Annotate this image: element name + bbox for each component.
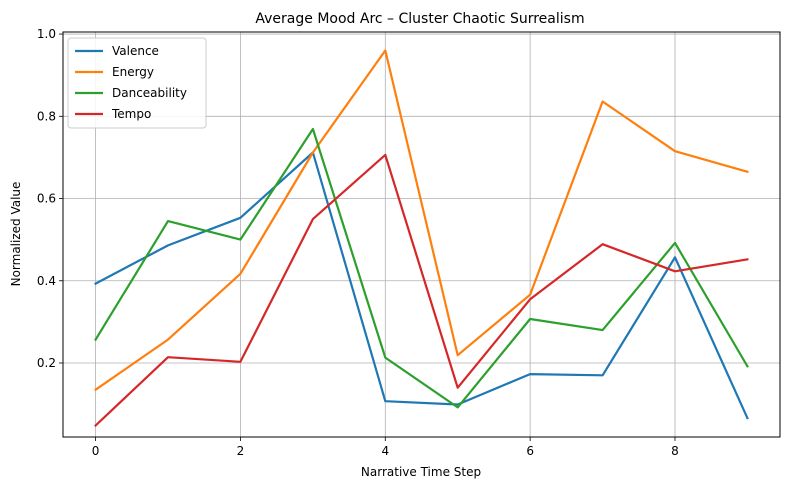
series-line-danceability bbox=[94, 127, 749, 409]
legend-box bbox=[67, 37, 207, 129]
y-tick-label: 0.4 bbox=[37, 274, 56, 288]
y-tick-label: 0.2 bbox=[37, 356, 56, 370]
series-lines bbox=[94, 49, 749, 428]
x-tick-label: 6 bbox=[526, 444, 534, 458]
y-tick-label: 1.0 bbox=[37, 27, 56, 41]
legend-label: Valence bbox=[112, 44, 159, 58]
series-line-valence bbox=[94, 151, 749, 420]
y-tick-label: 0.6 bbox=[37, 192, 56, 206]
x-axis-label: Narrative Time Step bbox=[361, 465, 481, 479]
legend-label: Tempo bbox=[111, 107, 151, 121]
legend-label: Danceability bbox=[112, 86, 187, 100]
grid bbox=[63, 32, 780, 437]
x-tick-label: 4 bbox=[381, 444, 389, 458]
legend-label: Energy bbox=[112, 65, 154, 79]
axis-ticks: 0 2 4 6 8 0.2 0.4 0.6 0.8 1.0 bbox=[37, 27, 679, 458]
y-tick-label: 0.8 bbox=[37, 109, 56, 123]
y-axis-label: Normalized Value bbox=[9, 182, 23, 287]
x-tick-label: 2 bbox=[237, 444, 245, 458]
plot-frame bbox=[62, 31, 781, 438]
chart-title: Average Mood Arc – Cluster Chaotic Surre… bbox=[255, 11, 584, 27]
series-line-energy bbox=[94, 49, 749, 392]
x-tick-label: 8 bbox=[671, 444, 679, 458]
series-line-tempo bbox=[94, 153, 749, 428]
x-tick-label: 0 bbox=[92, 444, 100, 458]
legend: Valence Energy Danceability Tempo bbox=[67, 37, 207, 129]
